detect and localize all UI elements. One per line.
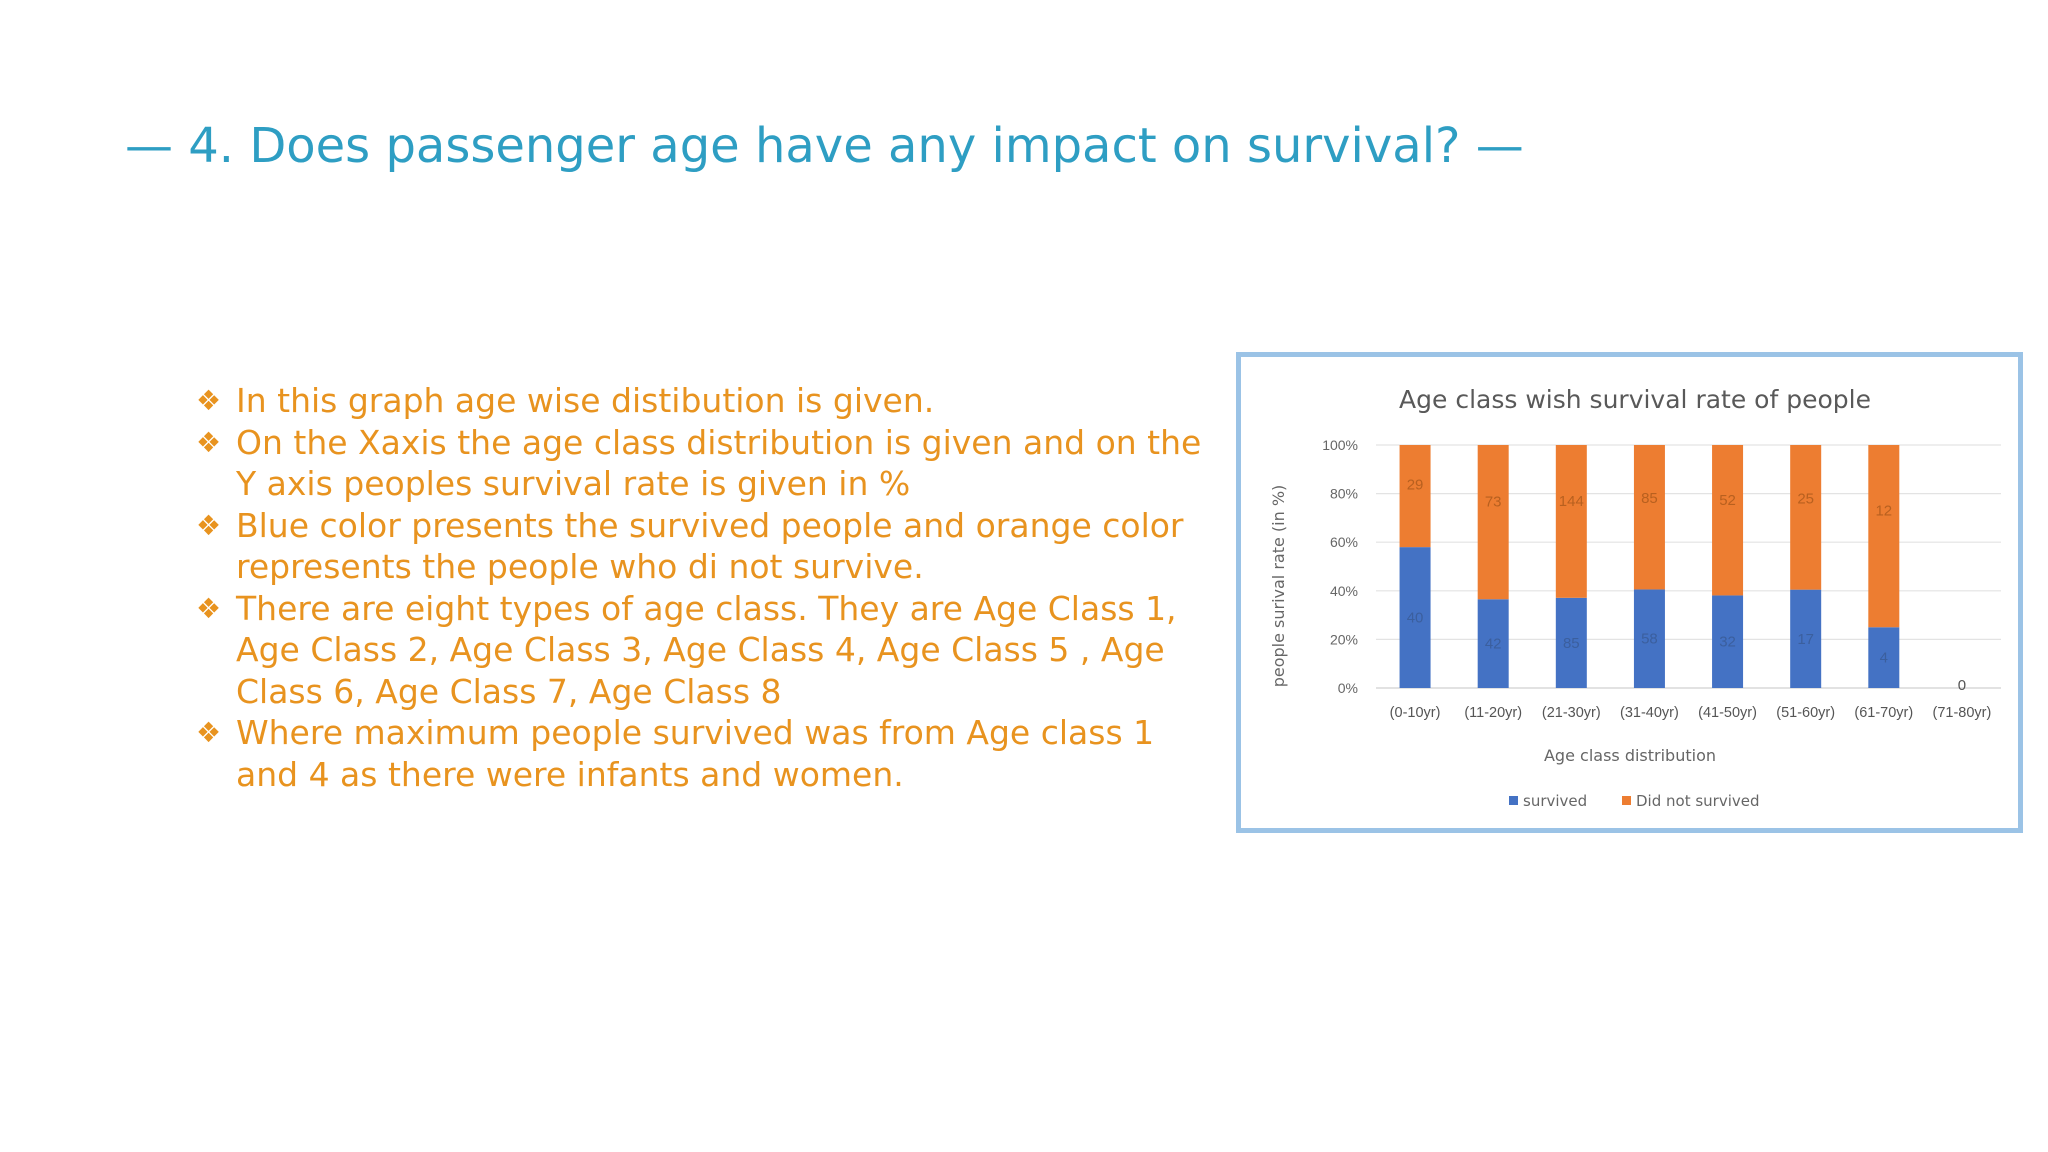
- y-tick-label: 100%: [1322, 437, 1358, 453]
- bar-survived: [1399, 547, 1431, 688]
- bar-survived: [1790, 589, 1822, 688]
- bar-not-survived: [1712, 445, 1744, 596]
- bullet-text: On the Xaxis the age class distribution …: [236, 422, 1202, 504]
- data-label-survived: 42: [1485, 636, 1502, 653]
- bullet-item: ❖ In this graph age wise distibution is …: [196, 380, 1206, 422]
- chart-frame: Age class wish survival rate of people 0…: [1236, 352, 2023, 833]
- x-axis-label: Age class distribution: [1544, 746, 1716, 765]
- bar-not-survived: [1477, 445, 1509, 600]
- bar-not-survived: [1555, 445, 1587, 598]
- bullet-item: ❖ There are eight types of age class. Th…: [196, 588, 1206, 713]
- bar-not-survived: [1399, 445, 1431, 548]
- diamond-bullet-icon: ❖: [196, 508, 222, 542]
- legend-swatch: [1509, 796, 1518, 805]
- diamond-bullet-icon: ❖: [196, 384, 222, 417]
- data-label-not-survived: 73: [1485, 493, 1502, 510]
- data-label-survived: 85: [1563, 635, 1580, 652]
- x-tick-label: (61-70yr): [1854, 705, 1913, 721]
- x-tick-label: (0-10yr): [1390, 705, 1441, 721]
- bar-not-survived: [1633, 445, 1665, 590]
- y-tick-label: 20%: [1330, 631, 1358, 647]
- y-axis-ticks: 0% 20% 40% 60% 80% 100%: [1322, 437, 1358, 696]
- bullet-item: ❖ On the Xaxis the age class distributio…: [196, 422, 1206, 505]
- y-tick-label: 40%: [1330, 583, 1358, 599]
- chart-legend: survived Did not survived: [1509, 792, 1760, 810]
- y-tick-label: 80%: [1330, 486, 1358, 502]
- x-tick-label: (71-80yr): [1933, 705, 1992, 721]
- y-tick-label: 0%: [1338, 680, 1358, 696]
- bullet-list: ❖ In this graph age wise distibution is …: [196, 380, 1206, 795]
- bullet-text: Blue color presents the survived people …: [236, 505, 1184, 587]
- data-label-not-survived: 29: [1407, 477, 1424, 494]
- bullet-text: There are eight types of age class. They…: [236, 588, 1177, 711]
- bar-not-survived: [1790, 445, 1822, 590]
- diamond-bullet-icon: ❖: [196, 425, 222, 459]
- data-label-survived: 17: [1797, 631, 1814, 648]
- slide-title: — 4. Does passenger age have any impact …: [125, 118, 1524, 174]
- x-tick-label: (11-20yr): [1464, 705, 1522, 721]
- x-tick-label: (21-30yr): [1542, 705, 1601, 721]
- x-axis-ticks: (0-10yr) (11-20yr) (21-30yr) (31-40yr) (41-5…: [1390, 705, 1992, 721]
- bullet-item: ❖ Where maximum people survived was from…: [196, 712, 1206, 795]
- data-label-not-survived: 144: [1559, 493, 1584, 510]
- data-label-not-survived: 12: [1875, 502, 1892, 519]
- bar-survived: [1555, 597, 1587, 688]
- bars: 40 29 42 73 85 144 58 85 32 52 17 25 4 12 0: [1399, 445, 1966, 694]
- bar-survived: [1633, 589, 1665, 688]
- data-label-survived: 32: [1719, 634, 1736, 651]
- data-label-zero: 0: [1958, 677, 1966, 694]
- x-tick-label: (31-40yr): [1620, 705, 1679, 721]
- chart-title: Age class wish survival rate of people: [1399, 385, 1871, 414]
- bar-survived: [1712, 595, 1744, 688]
- data-label-not-survived: 25: [1797, 490, 1814, 507]
- bullet-item: ❖ Blue color presents the survived peopl…: [196, 505, 1206, 588]
- gridlines: [1376, 444, 2001, 689]
- diamond-bullet-icon: ❖: [196, 716, 222, 749]
- y-tick-label: 60%: [1330, 534, 1358, 550]
- bullet-text: In this graph age wise distibution is gi…: [236, 381, 935, 420]
- legend-swatch: [1622, 796, 1631, 805]
- x-tick-label: (51-60yr): [1776, 705, 1835, 721]
- legend-label: survived: [1523, 792, 1587, 810]
- y-axis-label: people surival rate (in %): [1269, 485, 1288, 688]
- legend-label: Did not survived: [1636, 792, 1760, 810]
- data-label-survived: 4: [1880, 650, 1888, 667]
- data-label-not-survived: 52: [1719, 492, 1736, 509]
- bullet-text: Where maximum people survived was from A…: [236, 713, 1155, 794]
- diamond-bullet-icon: ❖: [196, 591, 222, 625]
- bar-survived: [1477, 599, 1509, 688]
- bar-survived: [1868, 627, 1900, 688]
- data-label-not-survived: 85: [1641, 490, 1658, 507]
- stacked-bar-chart: Age class wish survival rate of people 0…: [1269, 385, 2001, 810]
- bar-not-survived: [1868, 445, 1900, 628]
- data-label-survived: 58: [1641, 631, 1658, 648]
- data-label-survived: 40: [1407, 610, 1424, 627]
- x-tick-label: (41-50yr): [1698, 705, 1757, 721]
